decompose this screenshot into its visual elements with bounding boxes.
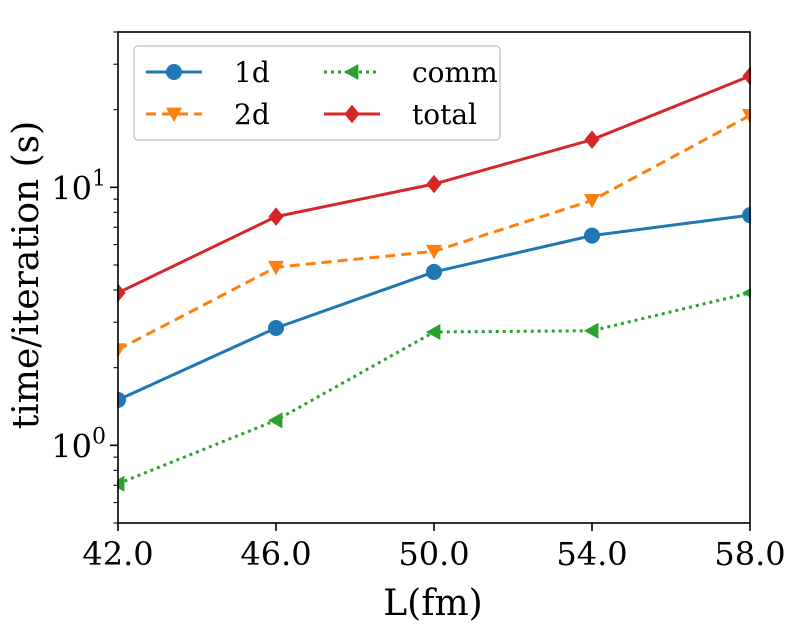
x-tick-label: 42.0 [82, 535, 153, 573]
data-point-2d-4 [742, 109, 751, 124]
data-point-2d-3 [584, 193, 600, 209]
series-line-1d [117, 213, 751, 402]
axes: 42.0 46.0 50.0 54.0 58.0 100 101 [51, 31, 786, 573]
legend-marker-comm [344, 64, 359, 80]
x-tick-label: 54.0 [556, 535, 627, 573]
data-point-total-3 [584, 130, 600, 149]
data-point-total-4 [742, 66, 751, 86]
legend: 1d 2d comm total [133, 45, 501, 141]
series-line-comm [117, 291, 751, 486]
data-point-total-2 [426, 174, 442, 194]
legend-box [133, 45, 501, 141]
data-point-1d-0 [117, 391, 126, 408]
legend-label-comm: comm [412, 56, 498, 89]
data-point-total-1 [268, 207, 284, 226]
data-point-comm-4 [742, 287, 751, 298]
x-tick-label: 50.0 [398, 535, 469, 573]
legend-marker-2d [166, 107, 182, 122]
x-axis-label: L(fm) [383, 583, 482, 624]
data-point-1d-3 [584, 227, 600, 244]
x-tick-label: 58.0 [714, 535, 785, 573]
data-point-1d-4 [742, 207, 751, 224]
data-point-comm-3 [584, 322, 599, 339]
legend-marker-total [344, 104, 360, 124]
data-point-comm-2 [426, 323, 441, 340]
data-point-comm-1 [268, 412, 283, 429]
data-point-1d-2 [426, 263, 442, 280]
legend-marker-1d [166, 64, 182, 80]
plot-area [117, 66, 751, 492]
y-axis-label: time/iteration (s) [6, 121, 47, 429]
legend-label-total: total [412, 98, 477, 131]
data-point-comm-0 [117, 475, 125, 492]
data-point-1d-1 [268, 319, 284, 336]
series-group [117, 66, 751, 492]
legend-label-1d: 1d [234, 56, 270, 89]
data-point-2d-2 [426, 244, 442, 260]
legend-label-2d: 2d [234, 98, 270, 131]
y-tick-label: 101 [51, 166, 106, 207]
x-tick-label: 46.0 [240, 535, 311, 573]
data-point-2d-0 [117, 343, 126, 358]
data-point-total-0 [117, 283, 126, 303]
y-tick-label: 100 [51, 424, 106, 465]
data-point-2d-1 [268, 260, 284, 276]
